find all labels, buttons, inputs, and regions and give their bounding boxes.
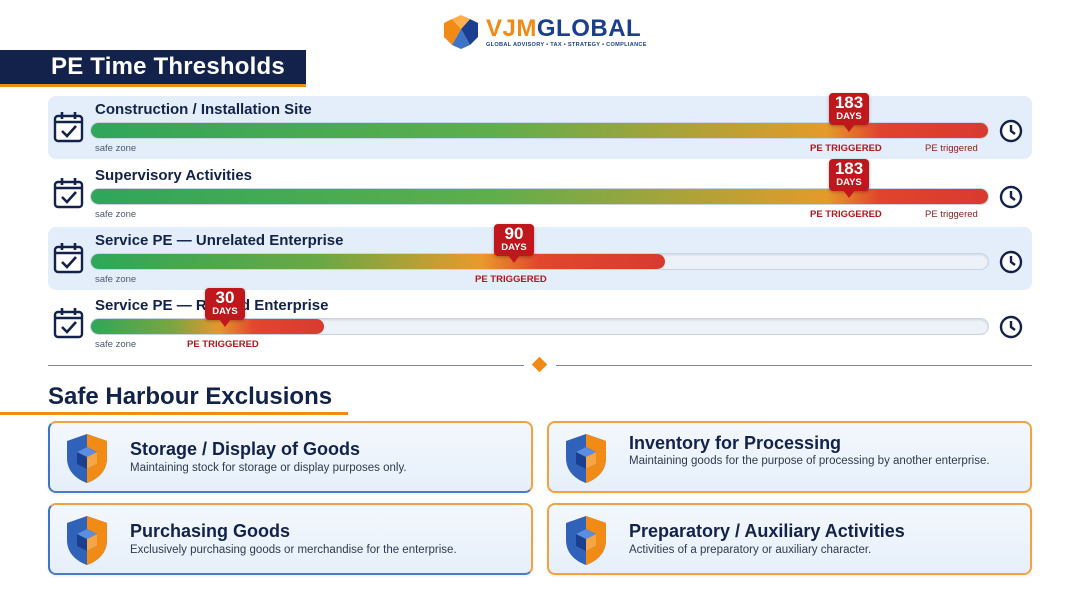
- days-badge-unit: DAYS: [501, 242, 527, 253]
- threshold-label: Service PE — Unrelated Enterprise: [95, 232, 344, 249]
- section-divider-right: [556, 365, 1032, 366]
- clock-icon: [999, 250, 1023, 274]
- exclusion-card-description: Activities of a preparatory or auxiliary…: [629, 544, 872, 556]
- pe-triggered-label: PE TRIGGERED: [187, 339, 259, 350]
- exclusion-card-title: Purchasing Goods: [130, 521, 291, 541]
- threshold-row-supervisory: Supervisory Activities 183 DAYS safe zon…: [48, 159, 1032, 225]
- days-badge: 30 DAYS: [205, 288, 245, 327]
- shield-cube-icon: [67, 516, 107, 565]
- logo-name: VJMGLOBAL: [486, 14, 642, 42]
- days-badge-unit: DAYS: [836, 111, 862, 122]
- section-divider-left: [48, 365, 524, 366]
- days-badge-value: 183: [834, 93, 864, 112]
- safe-harbour-title-block: Safe Harbour Exclusions: [48, 383, 332, 411]
- calendar-check-icon: [53, 112, 84, 143]
- exclusion-card-description: Exclusively purchasing goods or merchand…: [130, 544, 457, 556]
- exclusion-card-title: Preparatory / Auxiliary Activities: [629, 521, 905, 541]
- shield-cube-icon: [566, 434, 606, 483]
- logo-mark-icon: [444, 15, 478, 49]
- exclusion-card-inventory: Inventory for Processing Maintaining goo…: [547, 421, 1032, 493]
- pe-thresholds-title: PE Time Thresholds: [51, 53, 285, 80]
- threshold-row-service-related: Service PE — Related Enterprise 30 DAYS …: [48, 288, 1032, 355]
- exclusion-card-title: Storage / Display of Goods: [130, 439, 361, 459]
- days-badge-value: 183: [834, 159, 864, 178]
- days-badge: 183 DAYS: [829, 159, 869, 198]
- shield-cube-icon: [566, 516, 606, 565]
- threshold-fill: [91, 123, 988, 138]
- clock-icon: [999, 119, 1023, 143]
- calendar-check-icon: [53, 308, 84, 339]
- exclusion-card-purchasing: Purchasing Goods Exclusively purchasing …: [48, 503, 533, 575]
- vjm-global-logo: VJMGLOBAL GLOBAL ADVISORY • TAX • STRATE…: [442, 15, 647, 49]
- pe-triggered-end-label: PE triggered: [925, 143, 978, 154]
- safe-zone-label: safe zone: [95, 143, 137, 154]
- threshold-fill: [91, 189, 988, 204]
- pe-thresholds-title-banner: PE Time Thresholds: [0, 50, 306, 87]
- safe-zone-label: safe zone: [95, 274, 137, 285]
- threshold-progress-bar: [90, 188, 989, 205]
- threshold-progress-bar: [90, 253, 989, 270]
- clock-icon: [999, 315, 1023, 339]
- safe-zone-label: safe zone: [95, 209, 137, 220]
- pe-triggered-label: PE TRIGGERED: [810, 209, 882, 220]
- clock-icon: [999, 185, 1023, 209]
- pe-triggered-end-label: PE triggered: [925, 209, 978, 220]
- days-badge-unit: DAYS: [212, 306, 238, 317]
- calendar-check-icon: [53, 178, 84, 209]
- shield-cube-icon: [67, 434, 107, 483]
- pe-triggered-label: PE TRIGGERED: [810, 143, 882, 154]
- days-badge-value: 30: [215, 288, 235, 307]
- logo-tagline: GLOBAL ADVISORY • TAX • STRATEGY • COMPL…: [486, 41, 647, 48]
- exclusion-card-description: Maintaining stock for storage or display…: [130, 462, 407, 474]
- exclusion-card-title: Inventory for Processing: [629, 433, 842, 453]
- exclusion-card-preparatory: Preparatory / Auxiliary Activities Activ…: [547, 503, 1032, 575]
- days-badge-unit: DAYS: [836, 177, 862, 188]
- threshold-progress-bar: [90, 122, 989, 139]
- threshold-fill: [91, 319, 324, 334]
- threshold-row-service-unrelated: Service PE — Unrelated Enterprise 90 DAY…: [48, 224, 1032, 290]
- safe-harbour-title-underline: [0, 412, 348, 415]
- pe-triggered-label: PE TRIGGERED: [475, 274, 547, 285]
- safe-zone-label: safe zone: [95, 339, 137, 350]
- days-badge: 90 DAYS: [494, 224, 534, 263]
- safe-harbour-title: Safe Harbour Exclusions: [48, 383, 333, 410]
- days-badge-value: 90: [504, 224, 524, 243]
- days-badge: 183 DAYS: [829, 93, 869, 132]
- exclusion-card-storage: Storage / Display of Goods Maintaining s…: [48, 421, 533, 493]
- threshold-fill: [91, 254, 665, 269]
- threshold-label: Construction / Installation Site: [95, 101, 312, 118]
- threshold-label: Supervisory Activities: [95, 167, 253, 184]
- threshold-progress-bar: [90, 318, 989, 335]
- calendar-check-icon: [53, 243, 84, 274]
- threshold-row-construction: Construction / Installation Site 183 DAY…: [48, 93, 1032, 159]
- exclusion-card-description: Maintaining goods for the purpose of pro…: [629, 455, 990, 467]
- divider-diamond-icon: [531, 356, 548, 373]
